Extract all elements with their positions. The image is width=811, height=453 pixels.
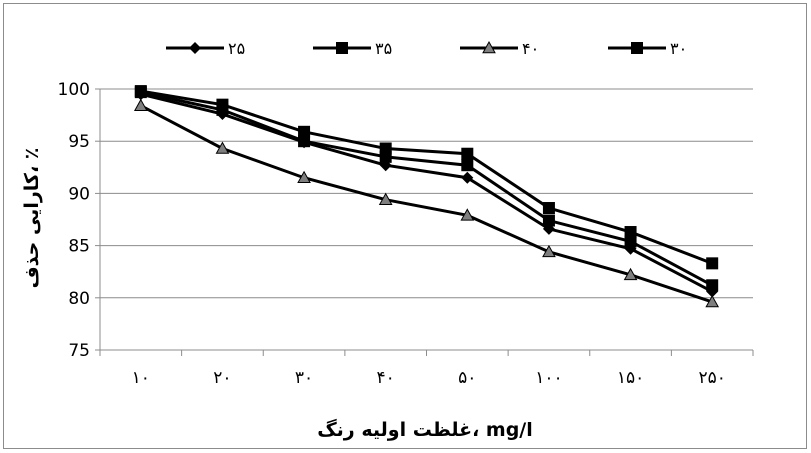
x-axis-label: غلظت اولیه رنگ، mg/l — [317, 418, 533, 441]
x-tick-label: ۳۰ — [295, 368, 313, 388]
legend-item: ۴۰ — [460, 39, 539, 58]
legend-item: ۳۵ — [313, 39, 392, 58]
legend: ۲۵ ۳۵ ۴۰ ۳۰ — [166, 39, 687, 58]
y-tick-label: 90 — [68, 184, 90, 204]
x-tick-label: ۱۰۰ — [535, 368, 562, 388]
series-2 — [133, 98, 720, 308]
data-point — [624, 226, 637, 239]
legend-label: ۴۰ — [522, 39, 539, 58]
series-line — [140, 92, 713, 293]
y-tick-label: 80 — [68, 289, 90, 309]
series-line — [140, 90, 713, 287]
legend-marker — [631, 42, 643, 54]
series-group — [133, 85, 720, 308]
y-axis-label: کارایی حذف، ٪ — [21, 148, 43, 289]
data-point — [379, 150, 392, 163]
y-tick-labels: 75 80 85 90 95 100 — [58, 80, 90, 361]
y-tick-label: 100 — [58, 80, 90, 100]
data-point — [624, 235, 637, 248]
x-tick-label: ۲۰ — [213, 368, 231, 388]
data-point — [460, 208, 475, 221]
series-line — [140, 89, 713, 265]
x-tick-label: ۱۵۰ — [617, 368, 644, 388]
data-point — [461, 159, 474, 172]
legend-label: ۲۵ — [228, 39, 245, 58]
data-point — [706, 279, 719, 292]
x-tick-label: ۵۰ — [458, 368, 476, 388]
data-point — [461, 171, 474, 184]
x-tick-label: ۴۰ — [377, 368, 395, 388]
data-point — [705, 294, 720, 308]
data-point — [378, 192, 393, 205]
data-point — [623, 267, 638, 281]
data-point — [215, 141, 230, 154]
data-point — [216, 103, 229, 116]
data-point — [298, 135, 311, 148]
y-tick-label: 95 — [68, 132, 90, 152]
axes — [95, 88, 754, 356]
y-tick-label: 75 — [68, 341, 90, 361]
data-point — [298, 125, 311, 138]
series-0 — [134, 88, 719, 298]
data-point — [542, 214, 555, 227]
legend-marker — [482, 40, 496, 54]
legend-label: ۳۵ — [375, 39, 392, 58]
legend-item: ۲۵ — [166, 39, 245, 58]
legend-marker — [189, 42, 201, 54]
gridlines — [100, 88, 753, 299]
series-3 — [134, 86, 719, 292]
data-point — [706, 257, 719, 270]
data-point — [542, 244, 556, 258]
x-tick-label: ۱۰ — [132, 368, 150, 388]
x-tick-label: ۲۵۰ — [698, 368, 725, 388]
legend-item: ۳۰ — [608, 39, 687, 58]
data-point — [542, 202, 555, 215]
y-tick-label: 85 — [68, 237, 90, 257]
x-tick-labels: ۱۰ ۲۰ ۳۰ ۴۰ ۵۰ ۱۰۰ ۱۵۰ ۲۵۰ — [132, 368, 726, 388]
data-point — [297, 170, 311, 184]
legend-marker — [336, 42, 348, 54]
legend-label: ۳۰ — [670, 39, 687, 58]
series-line — [140, 104, 713, 304]
data-point — [134, 86, 147, 99]
data-point — [133, 98, 148, 112]
chart-frame — [3, 3, 807, 449]
data-point — [461, 147, 474, 160]
